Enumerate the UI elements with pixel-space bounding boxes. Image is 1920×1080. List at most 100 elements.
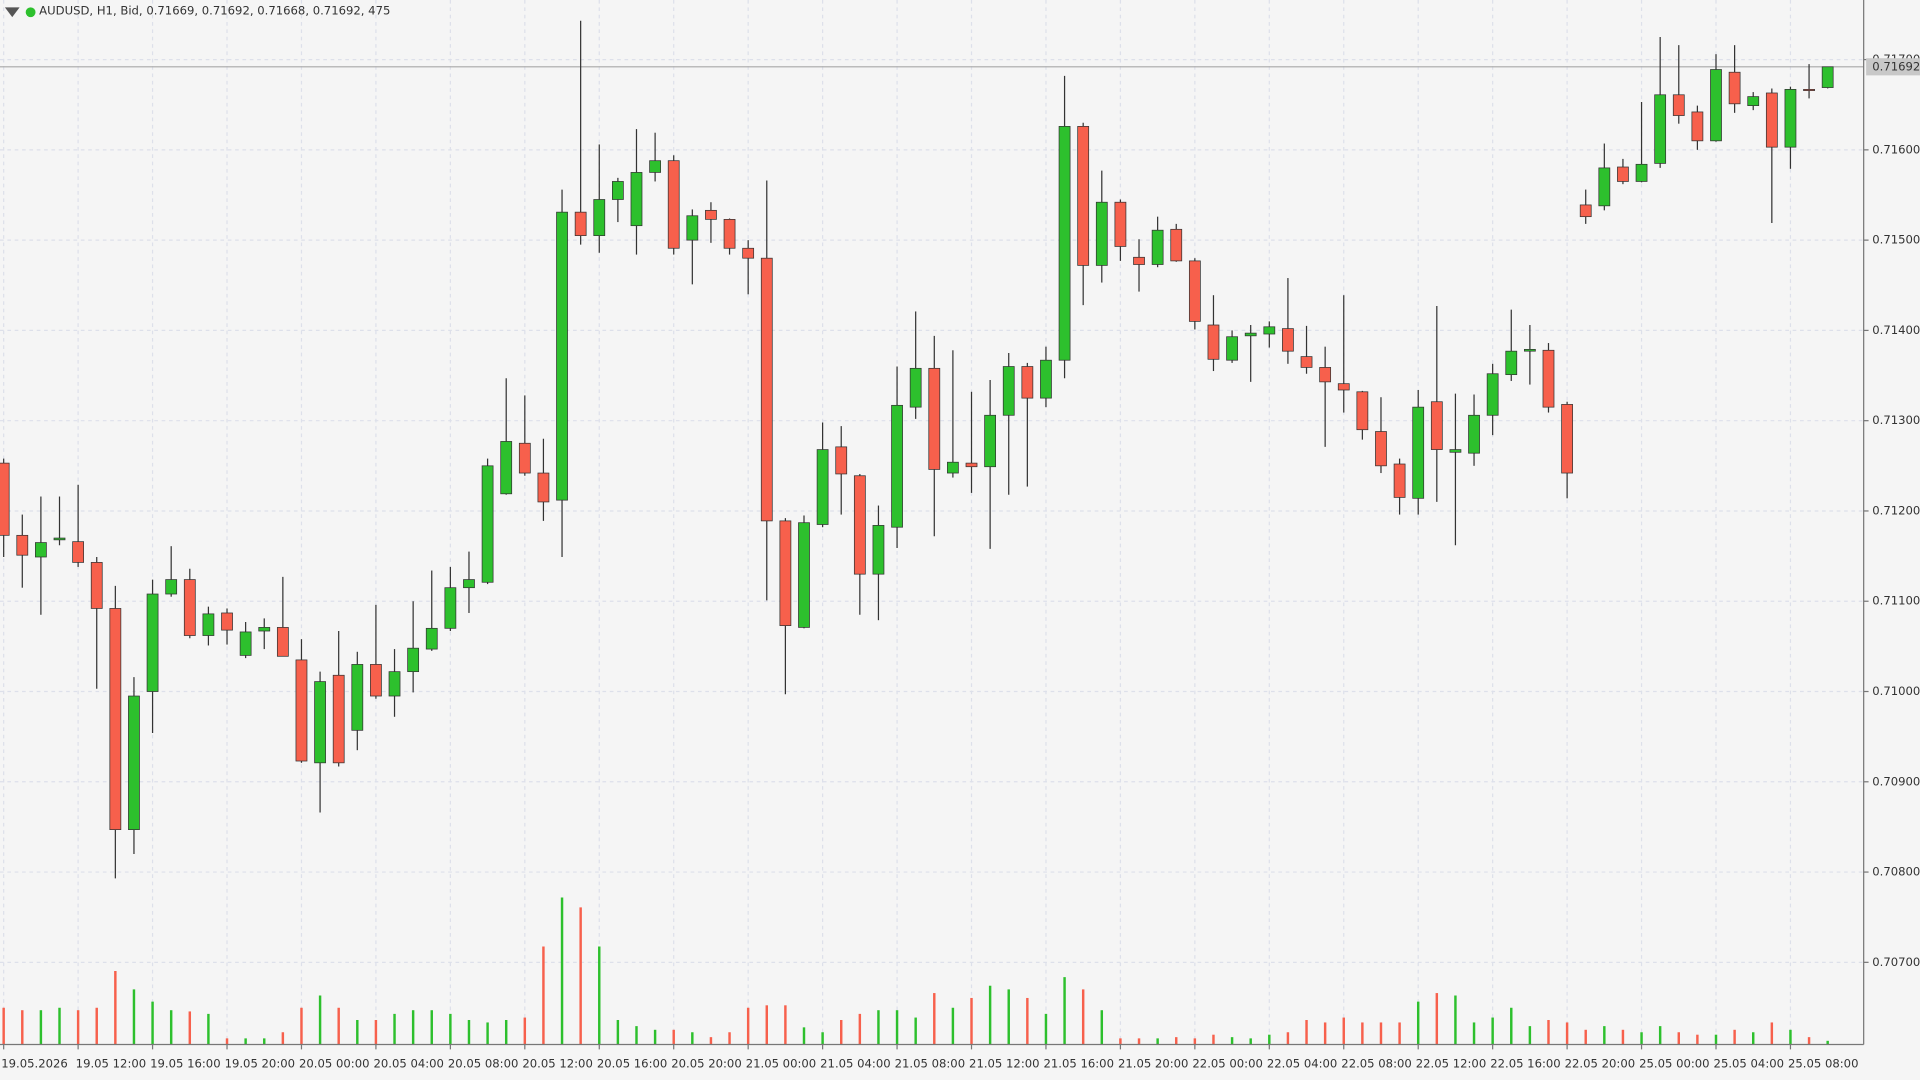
x-tick-label: 25.05 08:00	[1788, 1057, 1858, 1071]
y-tick-label: 0.71000	[1872, 684, 1920, 698]
candle-body	[1635, 163, 1648, 182]
candle-body	[481, 465, 494, 583]
candle-body	[1412, 406, 1425, 499]
candle-body	[35, 542, 47, 558]
candle-body	[1468, 414, 1480, 454]
candle-body	[1188, 260, 1201, 322]
candle-body	[1691, 111, 1704, 142]
candle-body	[909, 367, 922, 408]
candle-body	[1505, 350, 1518, 376]
candle-body	[463, 579, 475, 589]
candle-body	[295, 659, 308, 762]
candle-body	[760, 257, 773, 522]
x-tick-label: 20.05 08:00	[448, 1057, 518, 1071]
candle-body	[686, 215, 699, 241]
candle-body	[1337, 383, 1350, 391]
candle-body	[1579, 204, 1592, 218]
candle-body	[1263, 326, 1276, 335]
candle-body	[1300, 356, 1313, 368]
x-tick-label: 19.05.2026	[1, 1057, 68, 1071]
candle-body	[742, 247, 755, 259]
candle-body	[239, 631, 252, 656]
candle-body	[90, 562, 103, 609]
candle-body	[1672, 94, 1685, 116]
y-tick-label: 0.71300	[1872, 413, 1920, 427]
candle-body	[276, 627, 289, 657]
candle-body	[1430, 401, 1443, 450]
candle-body	[53, 537, 66, 541]
candle-body	[853, 475, 866, 575]
candle-body	[667, 160, 680, 249]
y-tick-label: 0.71600	[1872, 142, 1920, 156]
candle-body	[332, 674, 345, 764]
candle-body	[1765, 92, 1778, 148]
y-tick-label: 0.71200	[1872, 503, 1920, 517]
candle-body	[1486, 373, 1499, 416]
candle-body	[779, 520, 792, 626]
x-tick-label: 20.05 16:00	[597, 1057, 667, 1071]
candle-body	[984, 414, 996, 468]
candle-body	[593, 199, 606, 236]
x-tick-label: 19.05 12:00	[76, 1057, 146, 1071]
x-tick-label: 22.05 12:00	[1416, 1057, 1486, 1071]
candle-body	[1207, 324, 1220, 360]
candle-body	[518, 442, 531, 474]
candle-body	[1821, 66, 1834, 88]
x-tick-label: 20.05 12:00	[522, 1057, 592, 1071]
candle-body	[556, 211, 568, 501]
y-tick-label: 0.71500	[1872, 233, 1920, 247]
candle-body	[1803, 89, 1815, 91]
candle-body	[947, 461, 959, 474]
candle-body	[872, 525, 885, 575]
candle-body	[1710, 69, 1722, 142]
candle-body	[630, 172, 643, 227]
candle-body	[1095, 201, 1108, 266]
y-tick-label: 0.70700	[1872, 955, 1920, 969]
x-tick-label: 22.05 20:00	[1565, 1057, 1635, 1071]
candle-body	[1728, 71, 1741, 105]
candle-body	[835, 446, 848, 475]
candle-body	[221, 612, 233, 631]
candle-body	[1114, 201, 1127, 247]
candle-body	[1244, 332, 1257, 337]
candle-body	[1654, 94, 1667, 164]
candle-body	[1561, 404, 1573, 474]
candle-body	[891, 404, 903, 528]
candle-body	[1170, 228, 1183, 262]
x-tick-label: 20.05 00:00	[299, 1057, 369, 1071]
x-tick-label: 19.05 20:00	[225, 1057, 295, 1071]
candle-body	[1058, 126, 1071, 361]
candles	[0, 20, 1834, 879]
candle-body	[1319, 367, 1332, 383]
price-label: 0.71692	[1872, 59, 1920, 73]
candle-body	[370, 664, 382, 697]
y-tick-label: 0.70900	[1872, 774, 1920, 788]
candle-body	[1021, 366, 1034, 399]
axis-labels: 0.70700 0.70800 0.70900 0.71000 0.71100 0.712…	[1, 52, 1920, 1071]
candle-body	[109, 608, 122, 831]
candle-body	[407, 647, 420, 673]
x-tick-label: 21.05 20:00	[1118, 1057, 1188, 1071]
candle-body	[1375, 431, 1387, 467]
candle-body	[0, 462, 10, 536]
x-tick-label: 21.05 12:00	[969, 1057, 1039, 1071]
grid	[0, 0, 1864, 1045]
x-tick-label: 20.05 04:00	[373, 1057, 443, 1071]
candle-body	[258, 627, 271, 632]
x-tick-label: 21.05 00:00	[746, 1057, 816, 1071]
x-tick-label: 25.05 04:00	[1714, 1057, 1784, 1071]
candle-body	[1226, 336, 1238, 361]
x-tick-label: 22.05 08:00	[1341, 1057, 1411, 1071]
candle-body	[388, 671, 401, 697]
candle-body	[183, 579, 196, 636]
chart-title: AUDUSD, H1, Bid, 0.71669, 0.71692, 0.716…	[39, 4, 390, 18]
x-tick-label: 22.05 16:00	[1490, 1057, 1560, 1071]
candle-body	[649, 160, 661, 173]
candle-body	[444, 587, 457, 629]
candle-body	[500, 441, 513, 495]
menu-arrow[interactable]	[4, 7, 20, 18]
candle-body	[1040, 359, 1052, 399]
